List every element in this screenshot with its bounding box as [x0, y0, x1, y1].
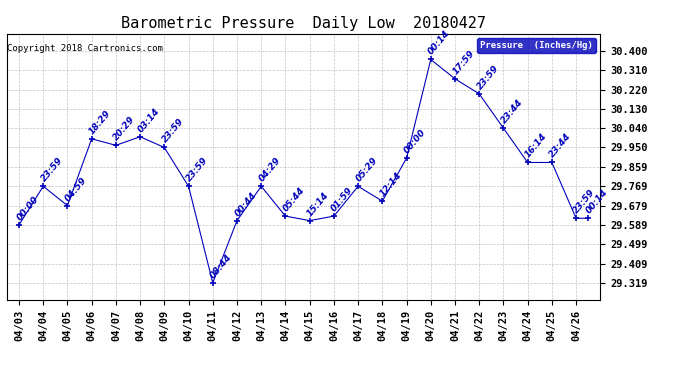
- Text: 23:59: 23:59: [475, 63, 500, 91]
- Text: 00:44: 00:44: [233, 190, 258, 218]
- Text: 12:14: 12:14: [378, 171, 404, 198]
- Text: 04:29: 04:29: [257, 156, 282, 183]
- Text: 01:59: 01:59: [330, 186, 355, 213]
- Text: 03:14: 03:14: [136, 106, 161, 134]
- Text: 23:59: 23:59: [572, 188, 598, 216]
- Text: 00:14: 00:14: [426, 29, 452, 57]
- Text: 00:14: 00:14: [584, 188, 609, 216]
- Text: 00:00: 00:00: [15, 194, 40, 222]
- Text: 23:59: 23:59: [160, 117, 186, 145]
- Text: 05:44: 05:44: [282, 186, 306, 213]
- Text: 23:44: 23:44: [500, 98, 524, 125]
- Title: Barometric Pressure  Daily Low  20180427: Barometric Pressure Daily Low 20180427: [121, 16, 486, 31]
- Text: 18:29: 18:29: [88, 108, 113, 136]
- Text: Copyright 2018 Cartronics.com: Copyright 2018 Cartronics.com: [7, 45, 163, 54]
- Text: 00:00: 00:00: [402, 128, 428, 155]
- Text: 23:44: 23:44: [548, 132, 573, 160]
- Text: 20:29: 20:29: [112, 115, 137, 142]
- Legend: Pressure  (Inches/Hg): Pressure (Inches/Hg): [477, 38, 595, 53]
- Text: 23:59: 23:59: [39, 156, 64, 183]
- Text: 17:59: 17:59: [451, 48, 476, 76]
- Text: 05:29: 05:29: [354, 156, 380, 183]
- Text: 04:59: 04:59: [63, 175, 88, 203]
- Text: 15:14: 15:14: [306, 190, 331, 218]
- Text: 16:14: 16:14: [524, 132, 549, 160]
- Text: 08:44: 08:44: [208, 252, 234, 280]
- Text: 23:59: 23:59: [184, 156, 210, 183]
